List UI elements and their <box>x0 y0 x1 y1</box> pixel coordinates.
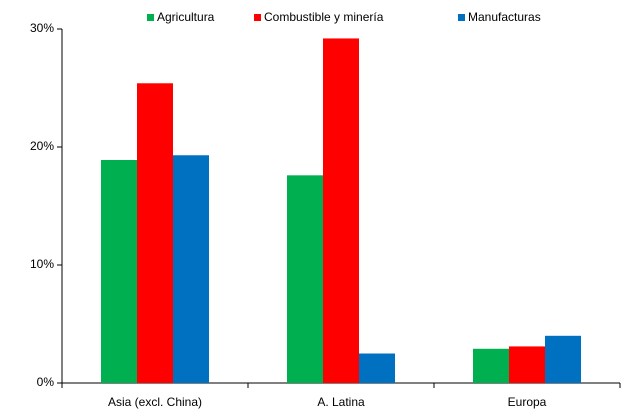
x-tick-label: Europa <box>508 395 547 409</box>
bar <box>101 159 137 383</box>
bar <box>137 83 173 383</box>
bar <box>359 353 395 383</box>
y-tick-label: 0% <box>37 375 55 389</box>
bar <box>287 175 323 383</box>
x-tick-label: A. Latina <box>317 395 365 409</box>
x-tick-label: Asia (excl. China) <box>108 395 202 409</box>
legend-swatch <box>254 14 261 21</box>
bar <box>173 155 209 383</box>
bar <box>509 346 545 383</box>
legend-label: Agricultura <box>157 10 215 24</box>
bar <box>473 348 509 383</box>
bar <box>545 335 581 383</box>
legend-label: Manufacturas <box>468 10 541 24</box>
y-tick-label: 10% <box>30 257 54 271</box>
y-tick-label: 30% <box>30 21 54 35</box>
y-tick-label: 20% <box>30 139 54 153</box>
legend-swatch <box>147 14 154 21</box>
legend-label: Combustible y minería <box>264 10 384 24</box>
bar <box>323 38 359 383</box>
legend-swatch <box>458 14 465 21</box>
